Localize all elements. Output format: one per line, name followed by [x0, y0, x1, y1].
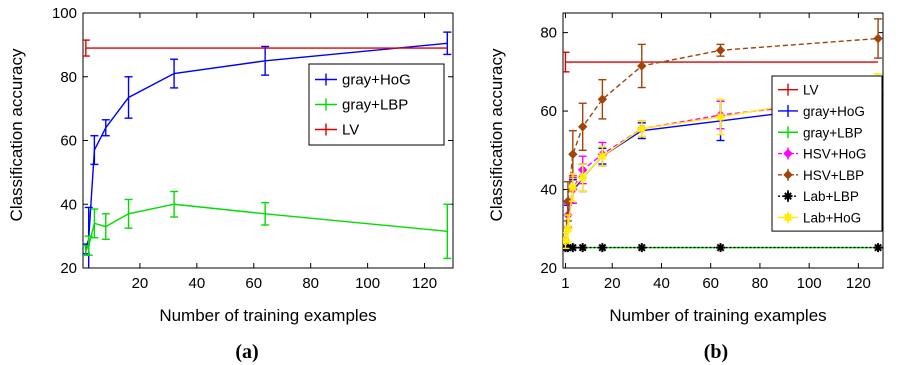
series-line [85, 203, 448, 251]
legend: LV gray+HoG gray+LBP HSV+HoG HSV+LBP Lab+LBP L… [771, 75, 883, 232]
legend-label: gray+HoG [803, 104, 865, 119]
series-line [564, 37, 879, 241]
series-line [564, 88, 879, 241]
data-point [577, 122, 588, 132]
y-tick-label: 80 [540, 25, 557, 42]
y-tick-label: 40 [540, 182, 557, 199]
data-point [873, 33, 883, 44]
data-point [637, 243, 647, 253]
legend-label: Lab+HoG [803, 210, 861, 225]
legend-label: Lab+LBP [803, 189, 859, 204]
x-tick-label: 120 [846, 275, 871, 292]
legend-marker [783, 148, 793, 159]
legend-label: gray+LBP [342, 97, 408, 114]
data-point [873, 243, 883, 253]
data-point [563, 243, 573, 253]
data-point [716, 243, 726, 253]
chart-panel-a: Classification accuracy Number of traini… [7, 5, 454, 363]
data-point [715, 45, 726, 55]
data-point [563, 224, 573, 234]
x-tick-label: 80 [302, 275, 319, 292]
series-lv [83, 39, 448, 57]
series-line [85, 42, 448, 250]
data-point [597, 94, 608, 105]
plot-frame [562, 12, 884, 269]
data-point [568, 183, 578, 193]
legend-label: HSV+LBP [803, 168, 864, 183]
x-tick-label: 20 [604, 275, 621, 292]
panel-caption-a: (a) [235, 341, 258, 363]
x-tick-label: 100 [797, 275, 822, 292]
legend-marker [783, 212, 793, 222]
x-tick-label: 1 [561, 275, 569, 292]
legend: gray+HoG gray+LBP LV [308, 63, 445, 146]
data-point [597, 151, 607, 161]
series-lv [563, 51, 879, 73]
series-gray-lbp [83, 190, 452, 260]
y-axis-label-a: Classification accuracy [7, 48, 26, 221]
data-point [637, 124, 647, 134]
data-point [568, 149, 578, 159]
panel-caption-b: (b) [704, 341, 728, 363]
data-point [568, 243, 578, 253]
data-point [563, 196, 573, 207]
y-tick-label: 20 [60, 260, 77, 277]
x-axis-label-b: Number of training examples [609, 306, 826, 325]
x-axis-label-a: Number of training examples [159, 306, 376, 325]
data-point [637, 61, 647, 71]
y-axis-label-b: Classification accuracy [487, 48, 506, 221]
x-tick-label: 60 [702, 275, 719, 292]
x-tick-label: 60 [245, 275, 262, 292]
x-tick-label: 100 [355, 275, 380, 292]
legend-label: LV [803, 83, 819, 98]
chart-panel-b: Classification accuracy Number of traini… [487, 12, 884, 363]
legend-label: HSV+HoG [803, 147, 866, 162]
y-tick-label: 100 [52, 5, 77, 22]
y-tick-label: 60 [540, 103, 557, 120]
x-tick-label: 20 [132, 275, 149, 292]
y-tick-label: 40 [60, 196, 77, 213]
legend-label: gray+LBP [803, 125, 863, 140]
series-line [564, 96, 879, 241]
data-point [578, 173, 588, 183]
y-tick-label: 60 [60, 133, 77, 150]
legend-marker [783, 170, 793, 180]
data-point [716, 112, 726, 122]
legend-marker [783, 191, 793, 201]
data-point [597, 243, 607, 253]
x-tick-label: 120 [412, 275, 437, 292]
y-tick-label: 20 [540, 260, 557, 277]
x-tick-label: 40 [653, 275, 670, 292]
legend-label: gray+HoG [342, 72, 411, 89]
legend-label: LV [342, 122, 359, 139]
x-tick-label: 40 [189, 275, 206, 292]
y-tick-label: 80 [60, 69, 77, 86]
x-tick-label: 80 [752, 275, 769, 292]
data-point [563, 236, 570, 246]
data-point [578, 243, 588, 253]
